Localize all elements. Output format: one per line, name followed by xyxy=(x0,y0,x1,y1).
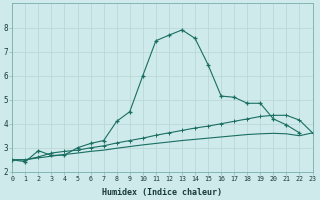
X-axis label: Humidex (Indice chaleur): Humidex (Indice chaleur) xyxy=(102,188,222,197)
